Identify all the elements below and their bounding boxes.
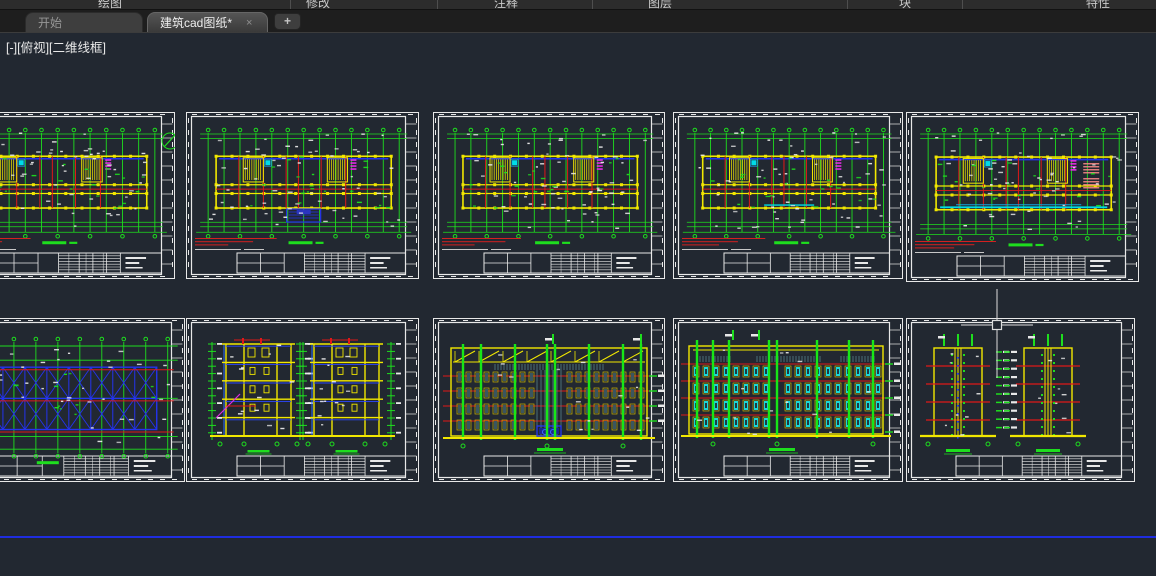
file-tab-bar: 开始 建筑cad图纸* × + [0,10,1156,33]
ribbon-divider [290,0,291,9]
drawing-canvas[interactable]: [-][俯视][二维线框] [0,32,1156,576]
ribbon-divider [847,0,848,9]
ribbon-panel-block[interactable]: 块 [898,0,912,10]
sheet-sections[interactable] [186,318,419,482]
tab-start-label: 开始 [38,16,63,30]
command-area-divider [0,536,1156,538]
ribbon-panel-modify[interactable]: 修改 [305,0,331,10]
tab-start[interactable]: 开始 [25,12,143,32]
ribbon-panel-annotate[interactable]: 注释 [493,0,519,10]
ribbon-panel-draw[interactable]: 绘图 [97,0,123,10]
close-tab-icon[interactable]: × [246,17,253,29]
sheet-side-sections[interactable] [906,318,1135,482]
ribbon-panel-properties[interactable]: 特性 [1085,0,1111,10]
ribbon-panel-layers[interactable]: 图层 [647,0,673,10]
ribbon-panel-strip: 绘图 修改 注释 图层 块 特性 [0,0,1156,10]
tab-drawing[interactable]: 建筑cad图纸* × [147,12,268,32]
sheet-floor-plan-2[interactable] [186,112,419,279]
ribbon-divider [437,0,438,9]
sheet-elevation-rear[interactable] [673,318,903,482]
sheet-framing-plan[interactable] [0,318,185,482]
sheet-floor-plan-1[interactable] [0,112,179,279]
ribbon-divider [592,0,593,9]
tab-drawing-label: 建筑cad图纸* [160,16,233,30]
new-tab-button[interactable]: + [274,13,301,30]
sheet-roof-plan[interactable] [906,112,1139,282]
ribbon-divider [962,0,963,9]
sheet-floor-plan-3[interactable] [433,112,665,279]
sheet-elevation-front[interactable] [433,318,665,482]
sheet-floor-plan-4[interactable] [673,112,903,279]
viewport-controls-label[interactable]: [-][俯视][二维线框] [6,41,107,55]
